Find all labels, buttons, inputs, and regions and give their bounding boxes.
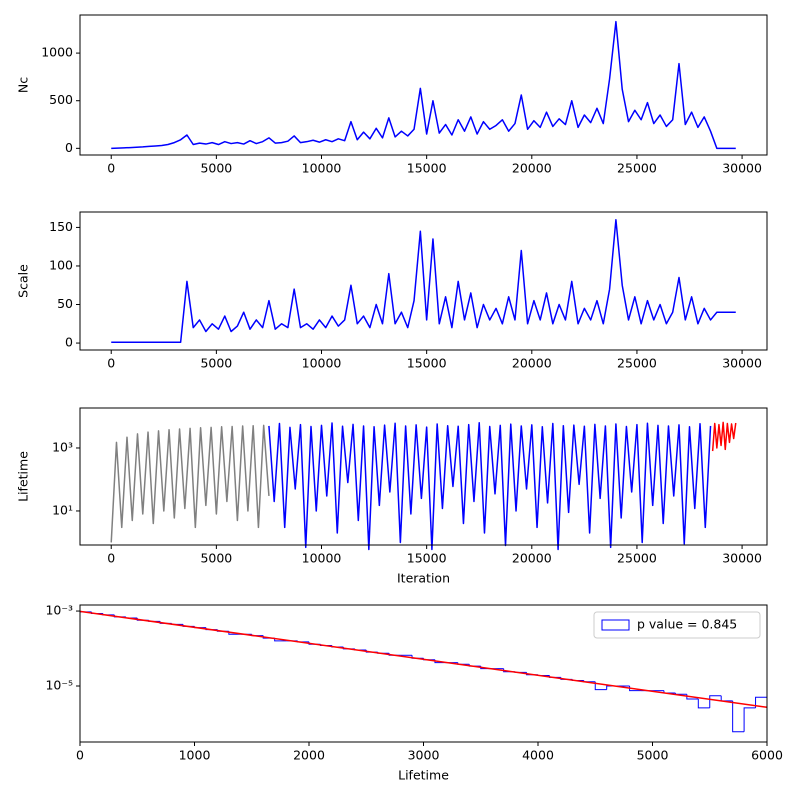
hist-step: [594, 681, 607, 691]
axes-frame: [79, 211, 768, 351]
x-axis-label: Lifetime: [398, 768, 449, 783]
y-tick-label: 100: [49, 257, 73, 272]
y-tick-label: 10¹: [52, 502, 73, 517]
hist-step: [697, 698, 710, 709]
hist-step: [709, 695, 722, 708]
x-tick-label: 10000: [302, 356, 342, 371]
legend: p value = 0.845: [593, 611, 761, 639]
x-tick-label: 1000: [179, 748, 211, 763]
x-tick-label: 3000: [408, 748, 440, 763]
hist-step: [732, 700, 745, 733]
subplot: 0 5000 10000 15000 20000 25000 30000 0 500 1000 Nc: [16, 14, 768, 176]
x-tick-label: 15000: [407, 551, 447, 566]
x-tick-label: 25000: [617, 161, 657, 176]
x-tick-label: 25000: [617, 356, 657, 371]
axes-frame: [79, 14, 768, 156]
x-tick-label: 30000: [722, 356, 762, 371]
data-line: [711, 421, 737, 452]
y-tick-label: 50: [57, 296, 73, 311]
y-tick-label: 1000: [41, 45, 73, 60]
axes-frame: [79, 407, 768, 546]
y-tick-label: 10⁻⁵: [45, 677, 73, 692]
x-tick-label: 20000: [512, 161, 552, 176]
x-tick-label: 5000: [200, 551, 232, 566]
x-tick-label: 0: [107, 161, 115, 176]
y-tick-label: 0: [65, 140, 73, 155]
axes-frame: [79, 604, 768, 743]
y-tick-label: 150: [49, 219, 73, 234]
hist-step: [743, 707, 756, 732]
legend-box: [593, 611, 761, 639]
x-tick-label: 10000: [302, 551, 342, 566]
x-tick-label: 30000: [722, 551, 762, 566]
x-tick-label: 0: [76, 748, 84, 763]
x-tick-label: 30000: [722, 161, 762, 176]
hist-step: [720, 695, 733, 702]
x-tick-label: 4000: [522, 748, 554, 763]
x-tick-label: 5000: [200, 356, 232, 371]
x-tick-label: 2000: [293, 748, 325, 763]
data-line: [111, 218, 736, 344]
hist-step: [755, 696, 767, 708]
x-tick-label: 15000: [407, 161, 447, 176]
x-tick-label: 25000: [617, 551, 657, 566]
x-tick-label: 0: [107, 551, 115, 566]
subplot: 0 5000 10000 15000 20000 25000 30000 0 50 100 150 S…: [16, 211, 768, 371]
y-axis-label: Lifetime: [16, 451, 31, 502]
x-tick-label: 15000: [407, 356, 447, 371]
y-tick-label: 10³: [52, 439, 73, 454]
subplot: 0 5000 10000 15000 20000 25000 30000 10¹ 10³ Life…: [16, 407, 768, 586]
x-tick-label: 0: [107, 356, 115, 371]
data-line: [110, 424, 270, 543]
data-line: [268, 422, 712, 551]
x-tick-label: 6000: [751, 748, 783, 763]
y-tick-label: 0: [65, 335, 73, 350]
x-axis-label: Iteration: [397, 571, 450, 586]
data-line: [111, 20, 736, 150]
subplot: 0 1000 2000 3000 4000 5000 6000 10⁻⁵ 10⁻³ Lifetim…: [45, 603, 782, 783]
y-tick-label: 10⁻³: [45, 603, 73, 618]
x-tick-label: 10000: [302, 161, 342, 176]
x-tick-label: 20000: [512, 356, 552, 371]
y-axis-label: Nc: [16, 77, 31, 93]
hist-step: [79, 611, 92, 742]
y-axis-label: Scale: [16, 264, 31, 298]
x-tick-label: 5000: [200, 161, 232, 176]
y-tick-label: 500: [49, 92, 73, 107]
legend-swatch: [601, 619, 630, 631]
x-tick-label: 5000: [637, 748, 669, 763]
x-tick-label: 20000: [512, 551, 552, 566]
fit-line: [79, 610, 768, 709]
legend-label: p value = 0.845: [637, 617, 737, 632]
